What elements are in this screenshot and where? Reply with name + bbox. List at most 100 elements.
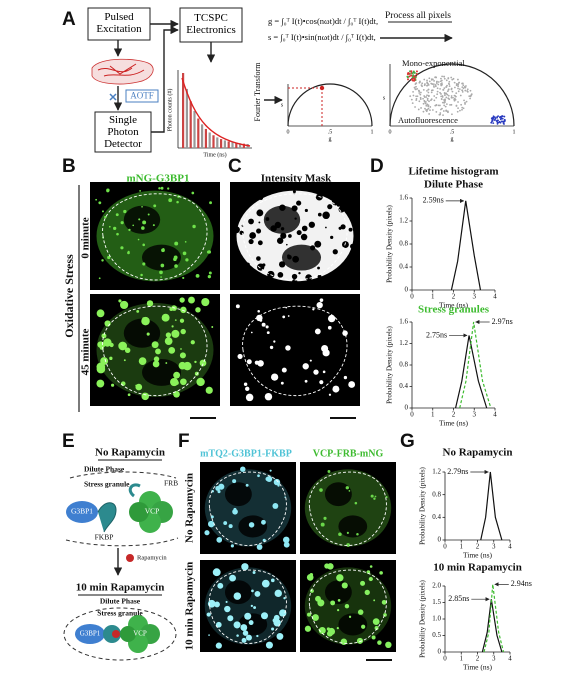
- pixel-dot: [453, 99, 456, 102]
- pixel-dot: [458, 81, 461, 84]
- granule: [245, 386, 250, 391]
- granule: [344, 604, 350, 609]
- granule: [196, 377, 205, 387]
- tick-label: 1: [371, 129, 374, 135]
- granule: [361, 624, 366, 629]
- pixel-dot: [502, 120, 505, 123]
- granule: [373, 497, 376, 500]
- pixel-dot: [432, 83, 435, 86]
- pixel-dot: [496, 119, 499, 122]
- pixel-dot: [503, 115, 506, 118]
- granule: [216, 537, 223, 543]
- panel-letter: A: [62, 9, 76, 30]
- series-line: [481, 599, 503, 653]
- granule: [195, 307, 201, 313]
- cell-outline: [242, 193, 348, 281]
- granule: [265, 325, 269, 329]
- pixel-dot: [457, 78, 459, 81]
- pixel-dot: [499, 118, 502, 121]
- label: FRB: [164, 479, 178, 488]
- series-line: [459, 321, 492, 409]
- pixel-dot: [452, 96, 454, 99]
- pixel-dot: [491, 118, 494, 121]
- pixel-dot: [437, 81, 440, 83]
- pixel-dot: [450, 87, 453, 90]
- pixel-dot: [501, 117, 504, 120]
- y-axis-label: Probability Density (pixels): [419, 466, 427, 544]
- granule: [280, 227, 285, 231]
- granule: [177, 195, 180, 198]
- pixel-dot: [461, 82, 463, 85]
- granule: [332, 385, 340, 393]
- pixel-dot: [411, 76, 414, 79]
- pixel-dot: [462, 107, 465, 110]
- granule: [254, 591, 261, 597]
- pixel-dot: [460, 103, 463, 106]
- granule: [341, 582, 348, 589]
- text: Pulsed Excitation: [96, 11, 142, 35]
- chart-title: 10 min Rapamycin: [433, 562, 522, 574]
- granule: [279, 204, 286, 211]
- pixel-dot: [445, 96, 448, 99]
- chart-title: Stress granules: [418, 304, 490, 316]
- granule: [271, 627, 275, 631]
- tick-label: 0: [287, 129, 290, 135]
- pixel-dot: [422, 102, 425, 105]
- granule: [307, 612, 312, 617]
- pixel-dot: [443, 87, 446, 90]
- granule: [191, 191, 195, 195]
- pixel-dot: [454, 86, 456, 89]
- pixel-dot: [426, 89, 428, 92]
- pixel-dot: [463, 99, 465, 102]
- pixel-dot: [455, 95, 457, 98]
- tick-label: .5: [328, 129, 333, 135]
- pixel-dot: [426, 79, 428, 82]
- pixel-dot: [421, 85, 423, 88]
- decay-curve: [181, 77, 251, 147]
- pixel-dot: [410, 70, 413, 73]
- label: FKBP: [95, 533, 114, 542]
- y-tick-label: 0.8: [399, 240, 408, 248]
- granule: [246, 359, 252, 365]
- granule: [152, 224, 155, 227]
- granule: [188, 296, 195, 304]
- decay-bar: [223, 140, 226, 148]
- time-label: 45 minute: [80, 329, 92, 376]
- pixel-dot: [446, 93, 449, 96]
- y-tick-label: 0.8: [432, 490, 441, 498]
- boundary: [69, 471, 177, 479]
- pixel-dot: [443, 75, 445, 78]
- granule: [261, 579, 270, 588]
- granule: [248, 238, 254, 245]
- granule: [137, 238, 140, 241]
- pixel-dot: [440, 97, 443, 100]
- granule: [123, 209, 127, 214]
- pixel-dot: [422, 88, 425, 91]
- granule: [369, 565, 373, 568]
- granule: [308, 187, 314, 193]
- condition-label: Oxidative Stress: [62, 254, 76, 338]
- pixel-dot: [440, 108, 442, 111]
- cell-outline: [102, 305, 208, 396]
- decay-bar: [182, 73, 185, 148]
- granule: [240, 624, 248, 631]
- decay-bar: [220, 139, 223, 148]
- pixel-dot: [446, 84, 448, 87]
- granule: [103, 338, 112, 347]
- pixel-dot: [445, 92, 447, 95]
- cell-outline: [242, 305, 348, 396]
- granule: [319, 488, 323, 492]
- granule: [348, 381, 356, 388]
- granule: [285, 306, 288, 309]
- granule: [176, 200, 179, 204]
- granule: [314, 328, 321, 335]
- granule: [250, 331, 253, 334]
- pixel-dot: [427, 84, 430, 86]
- pixel-dot: [459, 109, 461, 112]
- panel-letter: E: [62, 431, 75, 452]
- granule: [101, 333, 107, 339]
- granule: [323, 516, 327, 520]
- granule: [102, 344, 106, 347]
- granule: [279, 609, 287, 617]
- cell-body: [96, 302, 214, 398]
